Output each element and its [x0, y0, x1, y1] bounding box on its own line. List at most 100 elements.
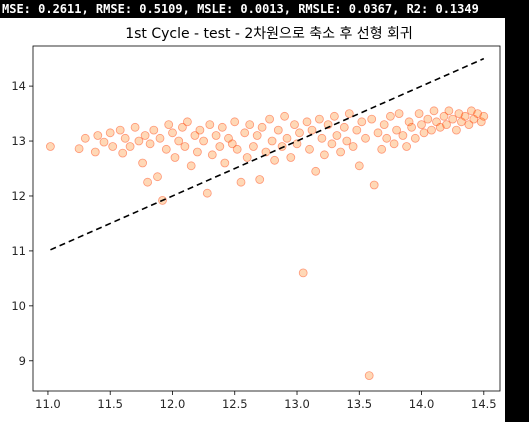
chart-title: 1st Cycle - test - 2차원으로 축소 후 선형 회귀	[125, 26, 413, 42]
data-point	[99, 137, 109, 147]
data-point	[177, 122, 187, 132]
data-point	[130, 122, 140, 132]
data-point	[74, 144, 84, 154]
data-point	[168, 128, 177, 138]
data-point	[90, 147, 100, 157]
data-point	[277, 142, 287, 151]
data-point	[389, 139, 399, 149]
x-tick-label: 14.5	[471, 397, 497, 411]
data-point	[402, 142, 412, 151]
reference-line	[50, 57, 485, 251]
data-point	[195, 125, 205, 135]
data-point	[282, 133, 292, 143]
data-point	[466, 106, 476, 116]
data-point	[392, 125, 402, 135]
right-edge-panel	[505, 18, 529, 422]
data-point	[427, 125, 436, 135]
points-layer	[46, 106, 489, 381]
data-point	[435, 122, 445, 132]
data-point	[170, 153, 180, 162]
data-point	[348, 142, 358, 151]
data-point	[367, 114, 377, 124]
data-point	[429, 106, 439, 116]
data-point	[332, 131, 342, 140]
data-point	[327, 139, 337, 149]
data-point	[302, 117, 312, 127]
y-tick-label: 14	[11, 79, 26, 93]
data-point	[317, 133, 327, 143]
data-point	[311, 166, 321, 176]
data-point	[292, 139, 302, 149]
data-point	[220, 158, 230, 168]
data-point	[252, 131, 262, 140]
data-point	[125, 142, 135, 151]
reference-line-layer	[50, 57, 485, 251]
data-point	[273, 125, 283, 135]
data-point	[361, 133, 370, 143]
data-point	[215, 142, 225, 151]
plot-frame	[32, 45, 501, 392]
x-tick-label: 11.0	[35, 397, 61, 411]
data-point	[108, 142, 118, 151]
data-point	[267, 136, 277, 146]
x-tick-label: 12.5	[222, 397, 248, 411]
scatter-chart: 1st Cycle - test - 2차원으로 축소 후 선형 회귀 11.0…	[11, 26, 501, 411]
data-point	[46, 142, 55, 151]
data-point	[118, 148, 128, 158]
data-point	[398, 131, 408, 140]
data-point	[153, 172, 162, 182]
data-point	[257, 122, 267, 132]
x-tick-label: 12.0	[160, 397, 186, 411]
data-point	[419, 128, 429, 138]
data-point	[464, 120, 474, 129]
data-point	[382, 133, 392, 143]
data-point	[164, 120, 174, 129]
data-point	[314, 114, 324, 124]
x-tick-label: 14.0	[409, 397, 435, 411]
data-point	[186, 161, 196, 171]
y-tick-label: 12	[11, 189, 26, 203]
data-point	[245, 120, 255, 129]
data-point	[93, 131, 103, 140]
data-point	[286, 153, 296, 162]
data-point	[417, 120, 426, 129]
y-tick-label: 13	[11, 134, 26, 148]
data-point	[442, 120, 451, 129]
data-point	[202, 188, 212, 198]
y-axis-ticks: 9 10 11 12 13 14	[11, 79, 33, 368]
data-point	[448, 114, 458, 124]
data-point	[344, 109, 354, 118]
data-point	[394, 109, 404, 118]
data-point	[290, 120, 299, 129]
data-point	[180, 142, 190, 151]
x-tick-label: 13.5	[346, 397, 372, 411]
data-point	[352, 125, 362, 135]
data-point	[423, 114, 433, 124]
data-point	[120, 133, 130, 143]
x-tick-label: 13.0	[284, 397, 310, 411]
data-point	[319, 150, 329, 160]
x-axis-ticks: 11.0 11.5 12.0 12.5 13.0 13.5 14.0 14.5	[35, 391, 497, 411]
data-point	[432, 117, 441, 127]
data-point	[410, 133, 420, 143]
data-point	[155, 133, 165, 143]
metrics-text: MSE: 0.2611, RMSE: 0.5109, MSLE: 0.0013,…	[2, 2, 479, 16]
data-point	[149, 125, 159, 135]
data-point	[211, 131, 221, 140]
data-point	[357, 117, 367, 127]
data-point	[199, 136, 209, 146]
data-point	[255, 175, 265, 184]
data-point	[407, 122, 417, 132]
y-tick-label: 10	[11, 299, 26, 313]
data-point	[336, 147, 346, 157]
data-point	[227, 139, 237, 149]
data-point	[298, 268, 308, 278]
data-point	[280, 111, 290, 121]
data-point	[161, 144, 171, 154]
data-point	[192, 147, 202, 157]
data-point	[224, 133, 233, 143]
data-point	[240, 128, 250, 138]
data-point	[456, 117, 466, 127]
data-point	[232, 144, 242, 154]
data-point	[364, 371, 374, 381]
